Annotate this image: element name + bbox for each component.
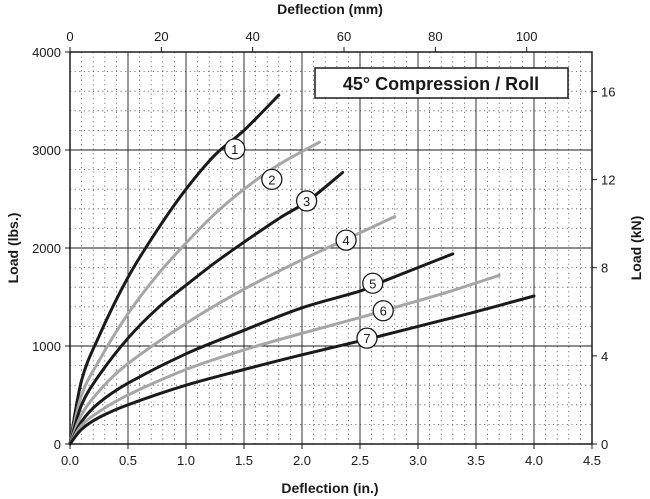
x-axis-title: Deflection (in.) [281,480,378,496]
x-tick-label: 3.5 [467,453,485,468]
series-line-4 [68,215,397,446]
y2-axis-title: Load (kN) [628,216,644,281]
x-tick-label: 0.5 [119,453,137,468]
x2-tick-label: 0 [66,29,73,44]
chart-title-box: 45° Compression / Roll [314,67,569,99]
curve-label-circle [372,300,394,322]
curve-label-2: 2 [268,172,275,187]
curve-label-5: 5 [369,276,376,291]
x2-tick-label: 40 [245,29,259,44]
x-tick-label: 4.0 [525,453,543,468]
x2-axis-title: Deflection (mm) [277,1,383,17]
curve-label-1: 1 [231,142,238,157]
series-line-7 [68,294,536,446]
x2-tick-label: 80 [428,29,442,44]
x2-tick-label: 60 [337,29,351,44]
y2-tick-label: 16 [601,84,615,99]
curve-label-circle [335,229,357,251]
y-tick-label: 0 [54,437,61,452]
curve-label-6: 6 [380,304,387,319]
axes: 0.0 0.5 1.0 1.5 2.0 2.5 3.0 3.5 4.0 4.50100020003… [32,29,615,468]
y-tick-label: 2000 [32,241,61,256]
major-grid [70,52,592,444]
curve-labels: 1 2 3 4 567 [224,138,394,349]
x-tick-label: 3.0 [409,453,427,468]
curve-label-circle [224,138,246,160]
series-line-3 [68,171,345,446]
y2-tick-label: 0 [601,437,608,452]
x2-tick-label: 20 [154,29,168,44]
x-tick-label: 1.5 [235,453,253,468]
curve-label-circle [261,168,283,191]
y-tick-label: 4000 [32,45,61,60]
chart-title: 45° Compression / Roll [343,74,539,94]
y2-tick-label: 4 [601,349,608,364]
curve-label-4: 4 [342,233,349,248]
curve-label-circle [295,190,318,212]
curve-label-3: 3 [303,194,310,209]
x-tick-label: 2.5 [351,453,369,468]
y-tick-label: 1000 [32,339,61,354]
x-tick-label: 4.5 [583,453,601,468]
x-tick-label: 2.0 [293,453,311,468]
series-line-6 [68,273,501,446]
x2-tick-label: 100 [516,29,538,44]
y2-tick-label: 8 [601,261,608,276]
curve-label-7: 7 [363,331,370,346]
chart-title-frame [314,67,569,99]
y-tick-label: 3000 [32,143,61,158]
x-tick-label: 0.0 [61,453,79,468]
y2-tick-label: 12 [601,173,615,188]
curve-label-circle [356,327,378,349]
y-axis-title: Load (lbs.) [5,213,21,284]
series-line-2 [68,140,321,446]
x-tick-label: 1.0 [177,453,195,468]
curve-label-circle [362,272,384,294]
